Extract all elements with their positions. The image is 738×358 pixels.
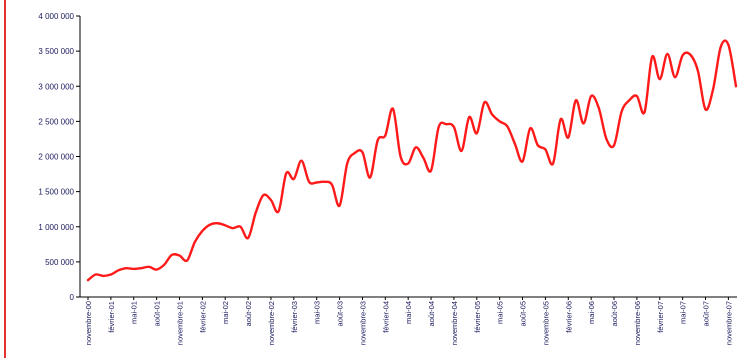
x-axis-ticks: novembre-00 février-01 mai-01 août-01 novemb… <box>84 297 733 345</box>
x-tick-label: mai-04 <box>404 301 413 324</box>
x-tick-label: mai-01 <box>130 301 139 324</box>
y-tick-label: 2 500 000 <box>38 117 74 126</box>
x-tick-label: novembre-07 <box>724 301 733 345</box>
x-tick-label: novembre-06 <box>633 301 642 345</box>
x-tick-label: novembre-03 <box>358 301 367 345</box>
x-tick-label: mai-02 <box>221 301 230 324</box>
x-tick-label: février-03 <box>290 301 299 333</box>
x-tick-label: février-02 <box>198 301 207 333</box>
x-tick-label: février-04 <box>381 301 390 333</box>
x-tick-label: mai-06 <box>587 301 596 324</box>
x-tick-label: novembre-02 <box>267 301 276 345</box>
x-tick-label: août-07 <box>702 301 711 326</box>
y-tick-label: 4 000 000 <box>38 12 74 21</box>
x-tick-label: novembre-00 <box>84 301 93 345</box>
y-tick-label: 3 000 000 <box>38 82 74 91</box>
x-tick-label: août-05 <box>519 301 528 326</box>
y-axis-ticks: 0 500 000 1 000 000 1 500 000 2 000 000 2 500… <box>38 12 80 302</box>
x-tick-label: mai-07 <box>679 301 688 324</box>
x-tick-label: août-02 <box>244 301 253 326</box>
series-line <box>86 39 738 282</box>
x-tick-label: novembre-05 <box>541 301 550 345</box>
x-tick-label: février-06 <box>564 301 573 333</box>
y-tick-label: 500 000 <box>45 258 74 267</box>
y-tick-label: 2 000 000 <box>38 153 74 162</box>
y-tick-label: 0 <box>70 293 75 302</box>
x-tick-label: février-07 <box>656 301 665 333</box>
x-tick-label: novembre-01 <box>175 301 184 345</box>
x-tick-label: août-06 <box>610 301 619 326</box>
x-tick-label: février-05 <box>473 301 482 333</box>
x-tick-label: mai-05 <box>496 301 505 324</box>
x-tick-label: août-03 <box>336 301 345 326</box>
y-tick-label: 3 500 000 <box>38 47 74 56</box>
y-tick-label: 1 000 000 <box>38 223 74 232</box>
x-tick-label: février-01 <box>107 301 116 333</box>
x-tick-label: août-01 <box>153 301 162 326</box>
x-tick-label: août-04 <box>427 301 436 326</box>
x-tick-label: mai-03 <box>313 301 322 324</box>
chart-left-border <box>4 0 6 358</box>
x-tick-label: novembre-04 <box>450 301 459 345</box>
y-tick-label: 1 500 000 <box>38 188 74 197</box>
